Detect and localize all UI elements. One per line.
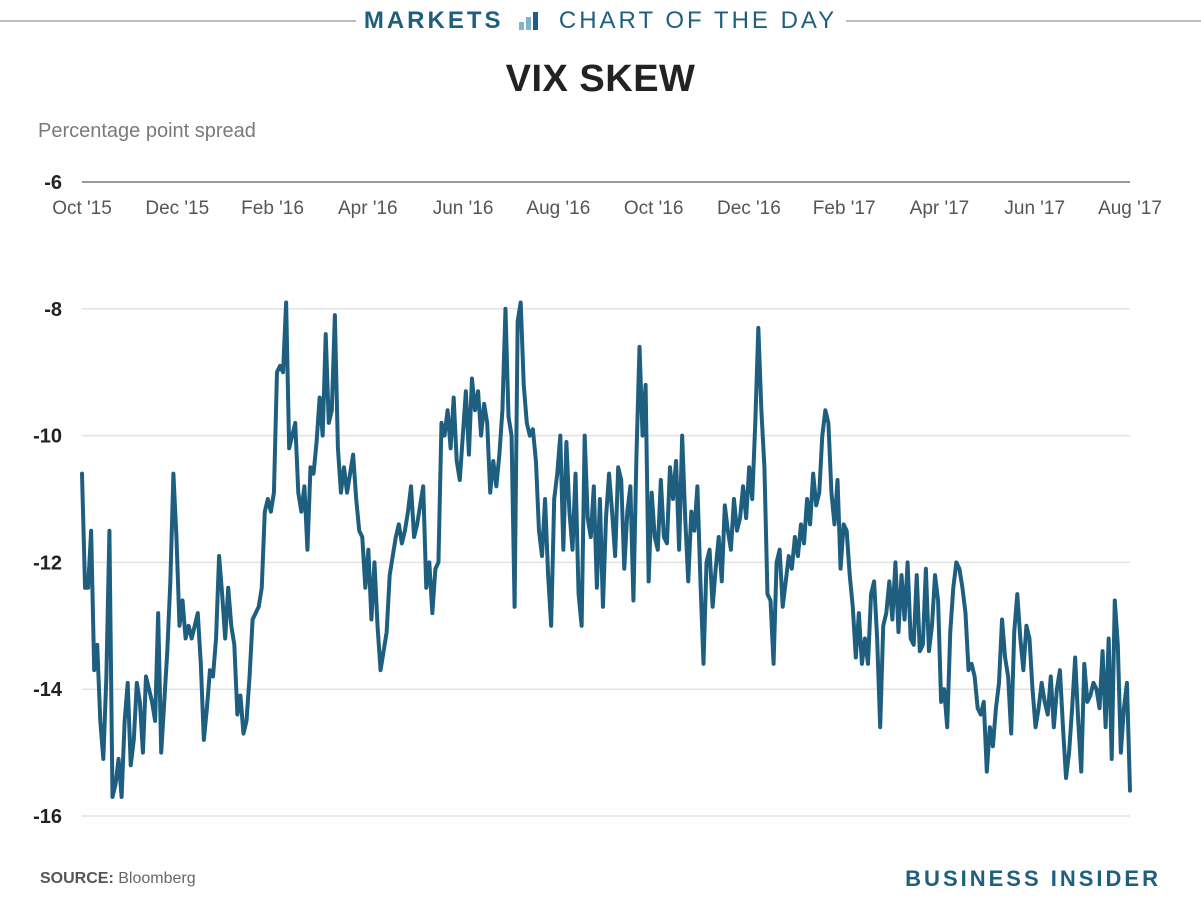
series-layer — [80, 300, 1132, 799]
x-tick-label: Dec '16 — [717, 198, 781, 219]
x-tick-label: Aug '17 — [1098, 198, 1162, 219]
y-tick-label: -10 — [33, 426, 62, 448]
banner-rules — [0, 20, 1201, 22]
x-tick-layer: Oct '15 Dec '15 Feb '16 Apr '16 Jun '16 Aug '… — [52, 198, 1162, 219]
x-tick-label: Dec '15 — [145, 198, 209, 219]
x-tick-label: Jun '17 — [1004, 198, 1065, 219]
brand-logo: BUSINESS INSIDER — [905, 866, 1161, 891]
x-tick-label: Oct '16 — [624, 198, 684, 219]
x-tick-label: Jun '16 — [433, 198, 494, 219]
series-line — [80, 300, 1132, 799]
source-value: Bloomberg — [118, 870, 196, 887]
y-tick-label: -8 — [44, 299, 62, 321]
y-axis-label: Percentage point spread — [38, 120, 256, 142]
source-note: SOURCE: Bloomberg — [40, 870, 196, 888]
x-tick-label: Feb '17 — [813, 198, 876, 219]
banner-heading: MARKETS CHART OF THE DAY — [0, 6, 1201, 36]
bar-chart-icon — [519, 10, 539, 30]
y-tick-label: -12 — [33, 552, 62, 574]
banner-subtitle: CHART OF THE DAY — [558, 7, 838, 34]
x-tick-label: Apr '17 — [910, 198, 970, 219]
x-tick-label: Aug '16 — [526, 198, 590, 219]
y-tick-label: -16 — [33, 806, 62, 828]
y-tick-label: -6 — [44, 172, 62, 194]
banner-section: MARKETS — [363, 7, 504, 34]
source-label: SOURCE: — [40, 870, 114, 887]
banner: MARKETS CHART OF THE DAY — [0, 0, 1201, 44]
axis-layer: -6 -8 -10 -12 -14 -16 — [33, 172, 63, 828]
y-tick-label: -14 — [33, 679, 63, 701]
chart-title: VIX SKEW — [505, 58, 696, 100]
x-tick-label: Apr '16 — [338, 198, 398, 219]
x-tick-label: Feb '16 — [241, 198, 304, 219]
x-tick-label: Oct '15 — [52, 198, 112, 219]
